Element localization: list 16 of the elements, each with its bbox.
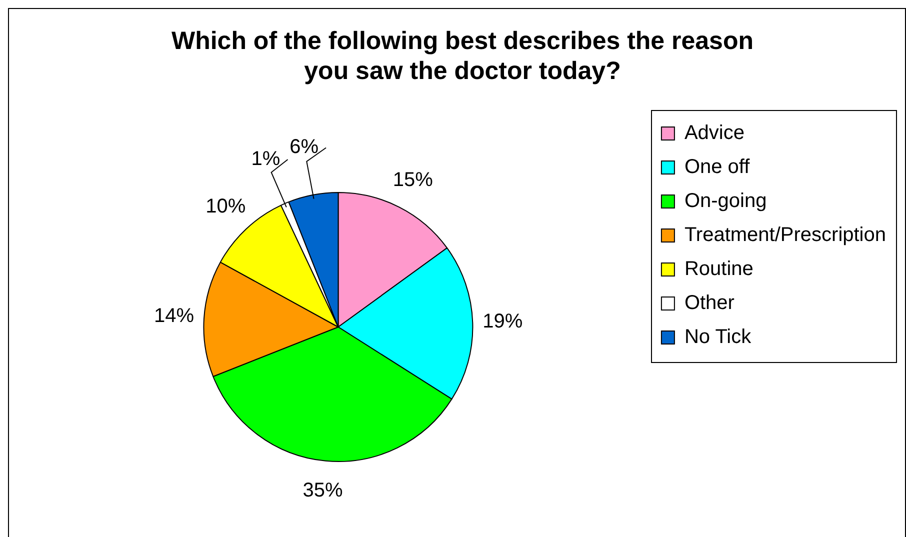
legend-label: On-going bbox=[684, 190, 767, 212]
legend-label: Advice bbox=[684, 122, 744, 144]
data-label: 1% bbox=[251, 148, 280, 170]
legend-label: One off bbox=[684, 156, 750, 178]
data-label: 14% bbox=[154, 305, 194, 328]
data-label: 35% bbox=[302, 479, 343, 502]
data-label: 6% bbox=[290, 136, 319, 158]
text: Which of the following best describes the reason bbox=[171, 26, 754, 55]
data-label: 19% bbox=[482, 310, 523, 332]
legend-label: Routine bbox=[684, 258, 754, 280]
legend-label: Other bbox=[684, 292, 735, 314]
data-label: 15% bbox=[392, 168, 434, 191]
text: you saw the doctor today? bbox=[304, 56, 621, 85]
legend-label: Treatment/Prescription bbox=[684, 224, 886, 246]
legend-label: No Tick bbox=[684, 326, 752, 348]
data-label: 10% bbox=[206, 196, 246, 218]
